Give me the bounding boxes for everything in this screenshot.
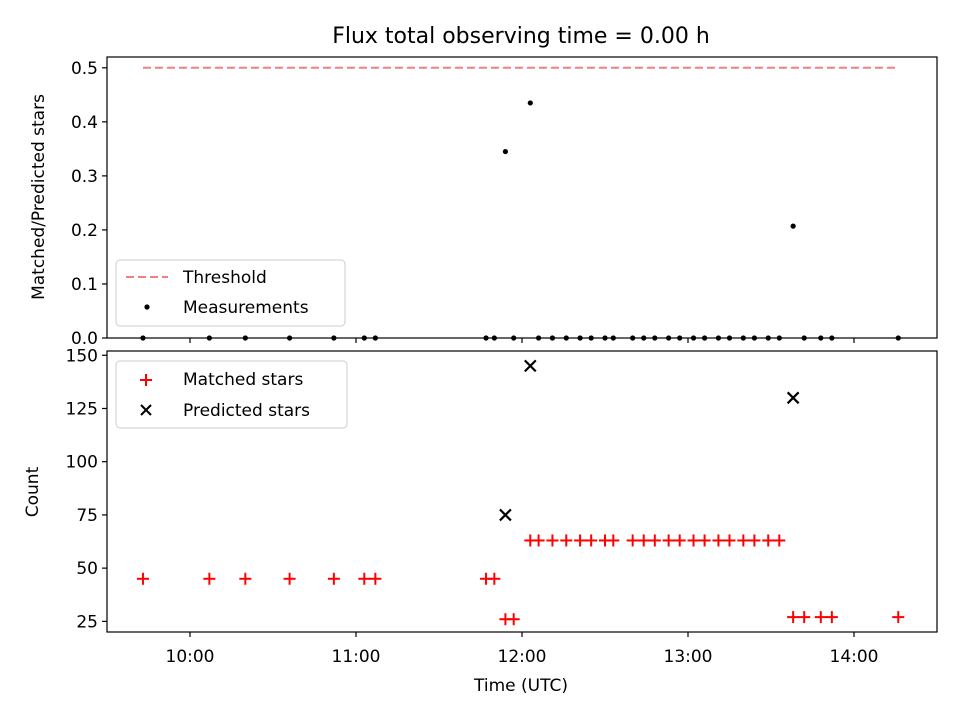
legend-predicted-swatch xyxy=(140,404,152,416)
predicted-stars-point-b xyxy=(786,391,800,405)
x-tick-label: 11:00 xyxy=(332,647,381,667)
matched-stars-point xyxy=(574,534,587,547)
bottom-legend: Matched stars Predicted stars xyxy=(115,360,348,429)
predicted-stars-point-b xyxy=(499,508,512,522)
matched-stars-point xyxy=(327,572,340,585)
matched-stars-point xyxy=(687,534,700,547)
bottom-y-axis-label: Count xyxy=(23,466,43,517)
legend-threshold-label: Threshold xyxy=(182,268,267,288)
matched-stars-point xyxy=(748,534,761,547)
matched-stars-point xyxy=(723,534,736,547)
top-y-tick-label: 0.5 xyxy=(71,59,98,79)
top-y-tick-label: 0.1 xyxy=(71,275,98,295)
bottom-legend-box xyxy=(115,360,348,429)
matched-stars-point xyxy=(814,611,827,624)
legend-predicted-label: Predicted stars xyxy=(183,401,310,421)
top-y-tick-label: 0.2 xyxy=(71,221,98,241)
legend-measurements-label: Measurements xyxy=(183,298,309,318)
bottom-marks xyxy=(136,359,905,626)
top-y-tick-label: 0.0 xyxy=(71,329,98,349)
matched-stars-point xyxy=(648,534,661,547)
matched-stars-point xyxy=(762,534,775,547)
bottom-y-tick-label: 50 xyxy=(76,559,98,579)
top-y-tick-label: 0.4 xyxy=(71,113,98,133)
bottom-y-tick-label: 125 xyxy=(66,399,98,419)
matched-stars-point xyxy=(698,534,711,547)
bottom-y-axis: 25 50 75 100 125 150 xyxy=(66,346,107,632)
matched-stars-point xyxy=(637,534,650,547)
top-y-axis: 0.0 0.1 0.2 0.3 0.4 0.5 xyxy=(71,59,107,349)
legend-matched-swatch xyxy=(140,374,152,386)
matched-stars-point xyxy=(626,534,639,547)
matched-stars-point xyxy=(203,572,216,585)
bottom-y-tick-label: 75 xyxy=(76,506,98,526)
matched-stars-point xyxy=(488,572,501,585)
predicted-stars-point xyxy=(499,508,512,522)
predicted-stars-point xyxy=(524,359,537,373)
bottom-y-tick-label: 100 xyxy=(66,453,98,473)
legend-measurements-swatch xyxy=(144,304,150,310)
bottom-x-axis: 10:00 11:00 12:00 13:00 14:00 xyxy=(166,632,879,667)
matched-stars-point xyxy=(773,534,786,547)
predicted-stars-point-b xyxy=(524,359,537,373)
matched-stars-point xyxy=(560,534,573,547)
matched-stars-point xyxy=(585,534,598,547)
bottom-y-tick-label: 150 xyxy=(66,346,98,366)
x-tick-label: 13:00 xyxy=(664,647,713,667)
x-tick-label: 12:00 xyxy=(498,647,547,667)
matched-stars-point xyxy=(712,534,725,547)
top-y-tick-label: 0.3 xyxy=(71,167,98,187)
top-y-axis-label: Matched/Predicted stars xyxy=(29,94,49,300)
bottom-panel: 25 50 75 100 125 150 10:00 11:00 12:00 13:00 14:0… xyxy=(23,346,938,696)
matched-stars-point xyxy=(825,611,838,624)
matched-stars-point xyxy=(662,534,675,547)
matched-stars-point xyxy=(673,534,686,547)
bottom-y-tick-label: 25 xyxy=(76,612,98,632)
matched-stars-point xyxy=(737,534,750,547)
measurement-point xyxy=(502,148,508,155)
x-tick-label: 10:00 xyxy=(166,647,215,667)
top-x-ticks xyxy=(189,338,855,343)
matched-stars-point xyxy=(283,572,296,585)
matched-stars-point xyxy=(358,572,371,585)
matched-stars-point xyxy=(798,611,811,624)
top-panel: 0.0 0.1 0.2 0.3 0.4 0.5 Matched/Predicted sta… xyxy=(29,56,938,349)
matched-stars-point xyxy=(607,534,620,547)
figure-title: Flux total observing time = 0.00 h xyxy=(332,24,710,49)
legend-matched-label: Matched stars xyxy=(183,370,303,390)
predicted-stars-point xyxy=(786,391,800,405)
x-axis-label: Time (UTC) xyxy=(473,676,568,696)
matched-stars-point xyxy=(507,613,520,626)
matched-stars-point xyxy=(239,572,252,585)
matched-stars-point xyxy=(892,611,905,624)
matched-stars-point xyxy=(136,572,149,585)
x-tick-label: 14:00 xyxy=(830,647,879,667)
measurement-point xyxy=(527,100,533,106)
top-legend: Threshold Measurements xyxy=(115,259,346,327)
matched-stars-point xyxy=(546,534,559,547)
top-legend-box xyxy=(115,259,346,327)
matched-stars-point xyxy=(787,611,800,624)
measurement-point xyxy=(790,223,796,229)
matched-stars-point xyxy=(369,572,382,585)
matched-stars-point xyxy=(532,534,545,547)
